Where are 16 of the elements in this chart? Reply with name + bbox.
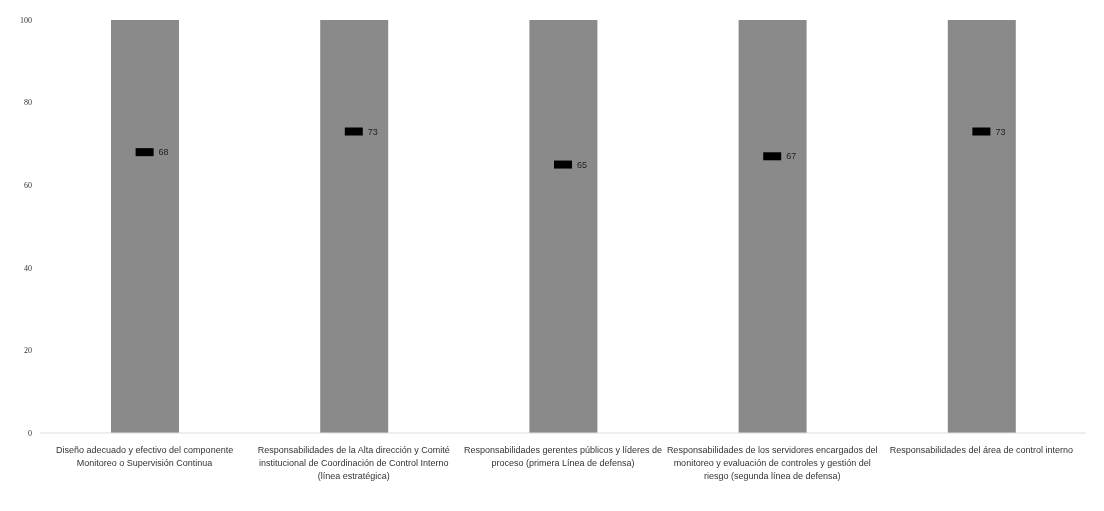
x-tick-label: Diseño adecuado y efectivo del componente Monitoreo o Supervisión Continua	[56, 445, 234, 468]
x-tick-label: Responsabilidades del área de control interno	[889, 445, 1073, 455]
data-label: 73	[367, 126, 378, 137]
y-tick-label: 0	[28, 428, 32, 438]
y-tick-label: 60	[24, 181, 32, 191]
data-label: 65	[577, 159, 588, 170]
y-tick-label: 20	[24, 346, 32, 356]
data-label: 73	[995, 126, 1006, 137]
x-tick-label: Responsabilidades de los servidores encargados del monitoreo y evaluación de controles y gestión del riesgo (segunda línea de defensa)	[666, 445, 878, 481]
y-tick-label: 80	[24, 98, 32, 108]
y-tick-label: 40	[24, 263, 32, 273]
data-label: 67	[786, 151, 797, 162]
y-tick-label: 100	[20, 15, 32, 25]
x-tick-label: Responsabilidades gerentes públicos y líderes de proceso (primera Línea de defensa)	[463, 445, 663, 468]
data-label: 68	[158, 147, 169, 158]
x-tick-label: Responsabilidades de la Alta dirección y Comité institucional de Coordinación de Control Interno (línea estratégica)	[257, 445, 450, 481]
